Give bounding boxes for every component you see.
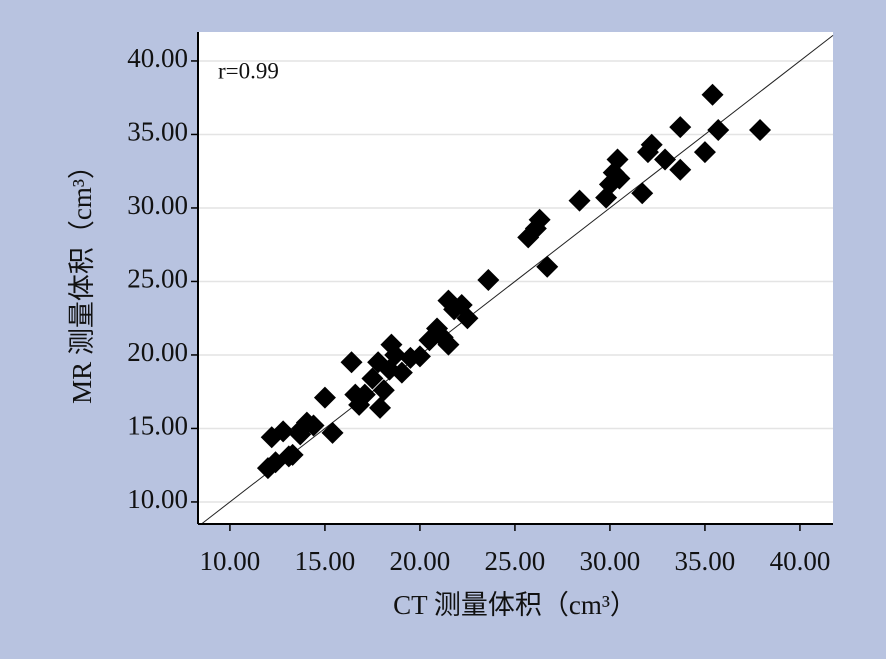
- x-tick-label: 20.00: [390, 546, 451, 576]
- point: [390, 361, 413, 384]
- point: [654, 148, 677, 171]
- point: [669, 116, 692, 139]
- point: [272, 420, 295, 443]
- point: [281, 443, 304, 466]
- point: [528, 208, 551, 231]
- point: [408, 345, 431, 368]
- point: [707, 119, 730, 142]
- x-tick-label: 15.00: [295, 546, 356, 576]
- x-tick-label: 30.00: [580, 546, 641, 576]
- point: [456, 307, 479, 330]
- point: [372, 379, 395, 402]
- point: [321, 421, 344, 444]
- y-tick-label: 30.00: [127, 190, 188, 220]
- plot-area: [198, 32, 833, 524]
- point: [384, 343, 407, 366]
- point: [693, 141, 716, 164]
- point: [631, 182, 654, 205]
- point: [701, 83, 724, 106]
- y-tick-label: 40.00: [127, 43, 188, 73]
- identity-line: [201, 34, 834, 525]
- x-axis-title: CT 测量体积（cm³）: [393, 590, 637, 620]
- point: [291, 417, 314, 440]
- point: [568, 189, 591, 212]
- point: [536, 255, 559, 278]
- x-tick-label: 25.00: [485, 546, 546, 576]
- point: [606, 148, 629, 171]
- y-tick-label: 10.00: [127, 484, 188, 514]
- y-tick-label: 20.00: [127, 337, 188, 367]
- x-tick-label: 40.00: [770, 546, 831, 576]
- x-tick-label: 35.00: [675, 546, 736, 576]
- point: [640, 133, 663, 156]
- y-axis-title: MR 测量体积（cm³）: [67, 152, 97, 404]
- point: [353, 383, 376, 406]
- point: [608, 167, 631, 190]
- point: [340, 351, 363, 374]
- annotation: r=0.99: [218, 58, 279, 83]
- y-tick-label: 25.00: [127, 264, 188, 294]
- point: [749, 119, 772, 142]
- point: [669, 158, 692, 181]
- y-tick-label: 35.00: [127, 117, 188, 147]
- point: [369, 396, 392, 419]
- y-tick-label: 15.00: [127, 411, 188, 441]
- point: [477, 268, 500, 291]
- x-tick-label: 10.00: [200, 546, 261, 576]
- point: [313, 386, 336, 409]
- point: [437, 333, 460, 356]
